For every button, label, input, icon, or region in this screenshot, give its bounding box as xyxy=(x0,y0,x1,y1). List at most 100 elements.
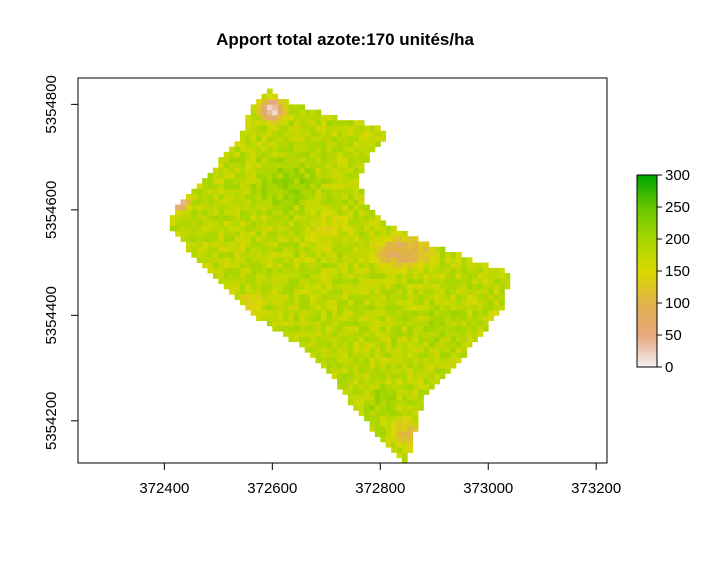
raster-cell xyxy=(261,146,268,153)
raster-cell xyxy=(310,273,316,279)
raster-cell xyxy=(391,389,397,395)
raster-cell xyxy=(202,194,208,200)
raster-cell xyxy=(418,273,424,279)
raster-cell xyxy=(418,383,424,390)
raster-cell xyxy=(374,315,381,321)
raster-cell xyxy=(331,257,338,263)
raster-cell xyxy=(401,267,408,274)
raster-cell xyxy=(299,331,306,337)
raster-cell xyxy=(342,241,349,248)
raster-cell xyxy=(369,394,376,401)
raster-cell xyxy=(315,346,322,353)
raster-cell xyxy=(353,246,360,253)
raster-cell xyxy=(407,299,414,306)
raster-cell xyxy=(396,415,403,422)
legend-swatch xyxy=(637,178,657,182)
raster-cell xyxy=(347,162,354,169)
raster-cell xyxy=(256,162,262,169)
raster-cell xyxy=(353,167,360,174)
raster-cell xyxy=(288,172,295,179)
raster-cell xyxy=(331,357,338,364)
raster-cell xyxy=(374,304,381,311)
raster-cell xyxy=(369,273,376,279)
raster-cell xyxy=(326,162,333,169)
y-tick-label: 5354800 xyxy=(43,75,60,133)
raster-cell xyxy=(396,246,403,253)
raster-cell xyxy=(493,278,500,285)
raster-cell xyxy=(450,310,457,316)
raster-cell xyxy=(337,157,343,163)
raster-cell xyxy=(337,288,343,295)
raster-cell xyxy=(293,199,300,205)
raster-cell xyxy=(391,441,397,448)
raster-cell xyxy=(358,225,365,232)
raster-cell xyxy=(331,368,338,374)
raster-cell xyxy=(310,325,316,332)
raster-cell xyxy=(380,230,387,237)
raster-cell xyxy=(272,162,279,169)
raster-cell xyxy=(223,252,230,258)
raster-cell xyxy=(266,130,273,137)
legend-swatch xyxy=(637,293,657,298)
raster-cell xyxy=(385,346,392,353)
raster-cell xyxy=(347,394,354,401)
raster-cell xyxy=(229,225,235,232)
raster-cell xyxy=(466,320,473,327)
raster-cell xyxy=(245,125,252,132)
raster-cell xyxy=(439,294,446,300)
raster-cell xyxy=(364,368,370,374)
raster-cell xyxy=(299,299,306,306)
raster-cell xyxy=(358,383,365,390)
raster-cell xyxy=(358,199,365,205)
raster-cell xyxy=(412,246,419,253)
raster-cell xyxy=(196,199,203,205)
raster-cell xyxy=(218,157,225,163)
raster-cell xyxy=(364,273,370,279)
raster-cell xyxy=(428,288,435,295)
raster-cell xyxy=(342,157,349,163)
raster-cell xyxy=(369,209,376,216)
raster-cell xyxy=(347,373,354,380)
raster-cell xyxy=(412,383,419,390)
raster-cell xyxy=(277,246,284,253)
raster-cell xyxy=(347,199,354,205)
raster-cell xyxy=(272,130,279,137)
raster-cell xyxy=(337,204,343,211)
raster-cell xyxy=(380,315,387,321)
raster-cell xyxy=(320,273,327,279)
raster-cell xyxy=(396,426,403,432)
raster-cell xyxy=(234,230,241,237)
raster-cell xyxy=(245,257,252,263)
raster-cell xyxy=(428,315,435,321)
raster-cell xyxy=(229,220,235,227)
legend-swatch xyxy=(637,203,657,208)
raster-cell xyxy=(326,252,333,258)
raster-cell xyxy=(229,241,235,248)
raster-cell xyxy=(455,320,462,327)
raster-cell xyxy=(401,368,408,374)
raster-cell xyxy=(223,167,230,174)
raster-cell xyxy=(369,357,376,364)
raster-cell xyxy=(337,162,343,169)
raster-cell xyxy=(385,331,392,337)
raster-cell xyxy=(369,320,376,327)
raster-cell xyxy=(331,273,338,279)
raster-cell xyxy=(342,199,349,205)
legend-swatch xyxy=(637,309,657,314)
raster-cell xyxy=(353,125,360,132)
raster-cell xyxy=(412,357,419,364)
raster-cell xyxy=(391,252,397,258)
raster-cell xyxy=(369,404,376,411)
raster-cell xyxy=(337,315,343,321)
raster-cell xyxy=(266,299,273,306)
raster-cell xyxy=(277,315,284,321)
legend-swatch xyxy=(637,242,657,246)
raster-cell xyxy=(288,288,295,295)
legend-swatch xyxy=(637,331,657,336)
plot-frame xyxy=(77,77,608,464)
raster-cell xyxy=(283,310,289,316)
raster-cell xyxy=(315,352,322,358)
raster-cell xyxy=(418,399,424,406)
raster-cell xyxy=(315,178,322,184)
raster-cell xyxy=(202,220,208,227)
